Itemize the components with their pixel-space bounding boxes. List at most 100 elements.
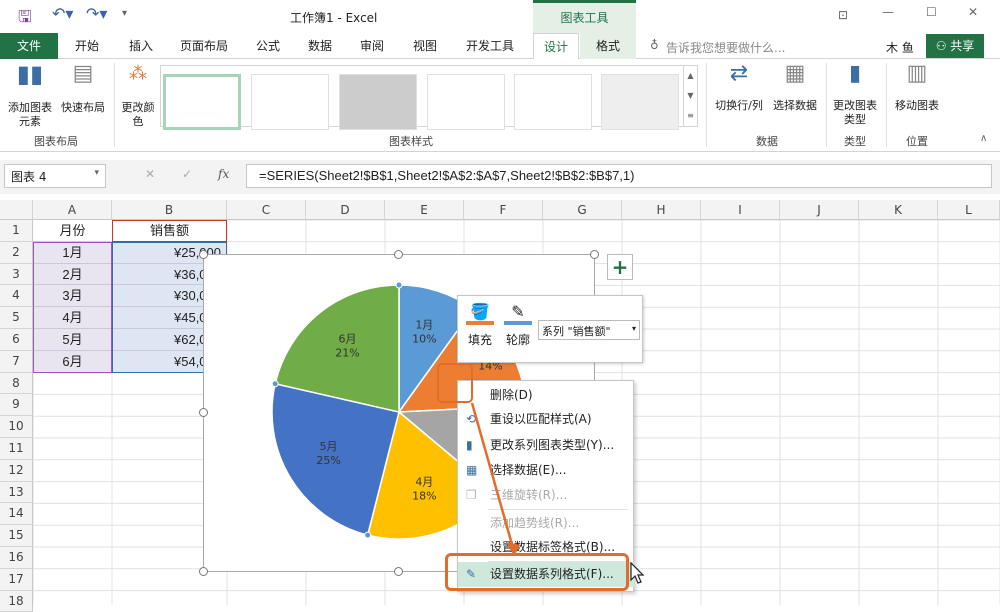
- switch-row-column-button[interactable]: ⇄ 切换行/列: [710, 63, 768, 113]
- column-header-I[interactable]: I: [701, 200, 780, 220]
- chart-style-4[interactable]: [427, 74, 505, 130]
- add-chart-element-button[interactable]: ▮▮ 添加图表元素: [4, 62, 56, 129]
- menu-item-6[interactable]: 设置数据标签格式(B)...: [458, 535, 634, 560]
- cell-A1[interactable]: 月份: [33, 220, 112, 242]
- data-label-category[interactable]: 5月: [320, 440, 338, 453]
- tab-view[interactable]: 视图: [412, 39, 437, 53]
- maximize-icon[interactable]: ☐: [926, 5, 937, 19]
- cell-B1[interactable]: 销售额: [112, 220, 227, 242]
- menu-item-1[interactable]: ⟲ 重设以匹配样式(A): [458, 407, 634, 432]
- series-select[interactable]: 系列 "销售额" ▾: [538, 320, 640, 340]
- column-header-K[interactable]: K: [859, 200, 938, 220]
- save-icon[interactable]: 🖫: [18, 7, 32, 26]
- chart-style-1[interactable]: [163, 74, 241, 130]
- chart-styles-gallery[interactable]: ▲ ▼ ≡: [160, 65, 698, 130]
- tab-file[interactable]: 文件: [0, 33, 58, 59]
- column-header-A[interactable]: A: [33, 200, 112, 220]
- quick-layout-button[interactable]: ▤ 快速布局: [58, 63, 108, 115]
- column-header-F[interactable]: F: [464, 200, 543, 220]
- row-header-13[interactable]: 13: [0, 481, 33, 504]
- chart-style-5[interactable]: [514, 74, 592, 130]
- data-label-percent[interactable]: 25%: [316, 454, 340, 467]
- undo-icon[interactable]: ↶▾: [52, 4, 74, 23]
- row-header-11[interactable]: 11: [0, 438, 33, 460]
- gallery-scroll[interactable]: ▲ ▼ ≡: [683, 66, 697, 126]
- column-header-J[interactable]: J: [780, 200, 859, 220]
- customize-icon[interactable]: ▾: [122, 8, 128, 19]
- tab-review[interactable]: 审阅: [359, 39, 384, 53]
- row-header-14[interactable]: 14: [0, 503, 33, 526]
- pie-slice-6[interactable]: [274, 284, 400, 413]
- row-header-18[interactable]: 18: [0, 590, 33, 612]
- column-header-G[interactable]: G: [543, 200, 622, 220]
- select-data-button[interactable]: ▦ 选择数据: [768, 63, 822, 113]
- column-header-C[interactable]: C: [227, 200, 306, 220]
- move-chart-button[interactable]: ▥ 移动图表: [890, 63, 944, 113]
- column-header-E[interactable]: E: [385, 200, 464, 220]
- row-header-16[interactable]: 16: [0, 547, 33, 569]
- fill-button[interactable]: 🪣 填充: [466, 302, 494, 348]
- cancel-icon[interactable]: ✕: [145, 167, 156, 181]
- resize-handle[interactable]: [199, 408, 208, 417]
- insert-function-icon[interactable]: fx: [218, 167, 230, 181]
- cell-A6[interactable]: 5月: [33, 329, 112, 351]
- formula-input[interactable]: =SERIES(Sheet2!$B$1,Sheet2!$A$2:$A$7,She…: [246, 164, 992, 188]
- row-header-8[interactable]: 8: [0, 372, 33, 395]
- user-name[interactable]: 木 鱼: [886, 41, 914, 55]
- tab-page-layout[interactable]: 页面布局: [179, 39, 228, 53]
- resize-handle[interactable]: [199, 567, 208, 576]
- data-label-category[interactable]: 6月: [339, 332, 357, 345]
- row-header-4[interactable]: 4: [0, 285, 33, 308]
- resize-handle[interactable]: [394, 250, 403, 259]
- cell-A4[interactable]: 3月: [33, 285, 112, 308]
- cell-A2[interactable]: 1月: [33, 241, 112, 264]
- row-header-15[interactable]: 15: [0, 525, 33, 547]
- column-header-H[interactable]: H: [622, 200, 701, 220]
- tab-design[interactable]: 设计: [533, 33, 579, 60]
- name-box[interactable]: 图表 4 ▾: [4, 164, 106, 188]
- enter-icon[interactable]: ✓: [182, 167, 193, 181]
- tab-data[interactable]: 数据: [307, 39, 332, 53]
- chart-style-6[interactable]: [601, 74, 679, 130]
- minimize-icon[interactable]: —: [882, 5, 894, 19]
- resize-handle[interactable]: [199, 250, 208, 259]
- chart-style-3[interactable]: [339, 74, 417, 130]
- tell-me-input[interactable]: 告诉我您想要做什么...: [666, 41, 786, 55]
- menu-item-0[interactable]: 删除(D): [458, 383, 634, 408]
- menu-item-3[interactable]: ▦ 选择数据(E)...: [458, 458, 634, 483]
- column-header-L[interactable]: L: [938, 200, 1000, 220]
- row-header-7[interactable]: 7: [0, 350, 33, 373]
- resize-handle[interactable]: [394, 567, 403, 576]
- select-all-corner[interactable]: [0, 200, 33, 220]
- row-header-2[interactable]: 2: [0, 241, 33, 264]
- change-colors-button[interactable]: ⁂ 更改颜色: [118, 65, 158, 129]
- row-header-9[interactable]: 9: [0, 394, 33, 417]
- chart-elements-plus-button[interactable]: +: [607, 254, 633, 280]
- menu-item-7[interactable]: ✎ 设置数据系列格式(F)...: [458, 562, 634, 587]
- resize-handle[interactable]: [590, 250, 599, 259]
- tab-developer[interactable]: 开发工具: [465, 39, 514, 53]
- cell-A7[interactable]: 6月: [33, 350, 112, 373]
- data-label-category[interactable]: 1月: [415, 318, 433, 331]
- outline-button[interactable]: ✎ 轮廓: [504, 302, 532, 348]
- tab-insert[interactable]: 插入: [128, 39, 153, 53]
- close-icon[interactable]: ✕: [968, 5, 979, 19]
- collapse-ribbon-icon[interactable]: ∧: [980, 133, 988, 144]
- menu-item-2[interactable]: ▮ 更改系列图表类型(Y)...: [458, 433, 634, 458]
- cell-A5[interactable]: 4月: [33, 307, 112, 329]
- tab-home[interactable]: 开始: [74, 39, 99, 53]
- cell-A3[interactable]: 2月: [33, 263, 112, 286]
- column-header-D[interactable]: D: [306, 200, 385, 220]
- row-header-3[interactable]: 3: [0, 263, 33, 286]
- row-header-1[interactable]: 1: [0, 220, 33, 242]
- row-header-17[interactable]: 17: [0, 568, 33, 591]
- ribbon-display-icon[interactable]: ⊡: [838, 8, 849, 22]
- tab-formulas[interactable]: 公式: [255, 39, 280, 53]
- column-header-B[interactable]: B: [112, 200, 227, 220]
- tab-format[interactable]: 格式: [580, 33, 636, 59]
- row-header-10[interactable]: 10: [0, 416, 33, 438]
- data-label-percent[interactable]: 10%: [412, 332, 436, 345]
- data-label-percent[interactable]: 21%: [335, 346, 359, 359]
- row-header-12[interactable]: 12: [0, 459, 33, 482]
- redo-icon[interactable]: ↷▾: [86, 4, 108, 23]
